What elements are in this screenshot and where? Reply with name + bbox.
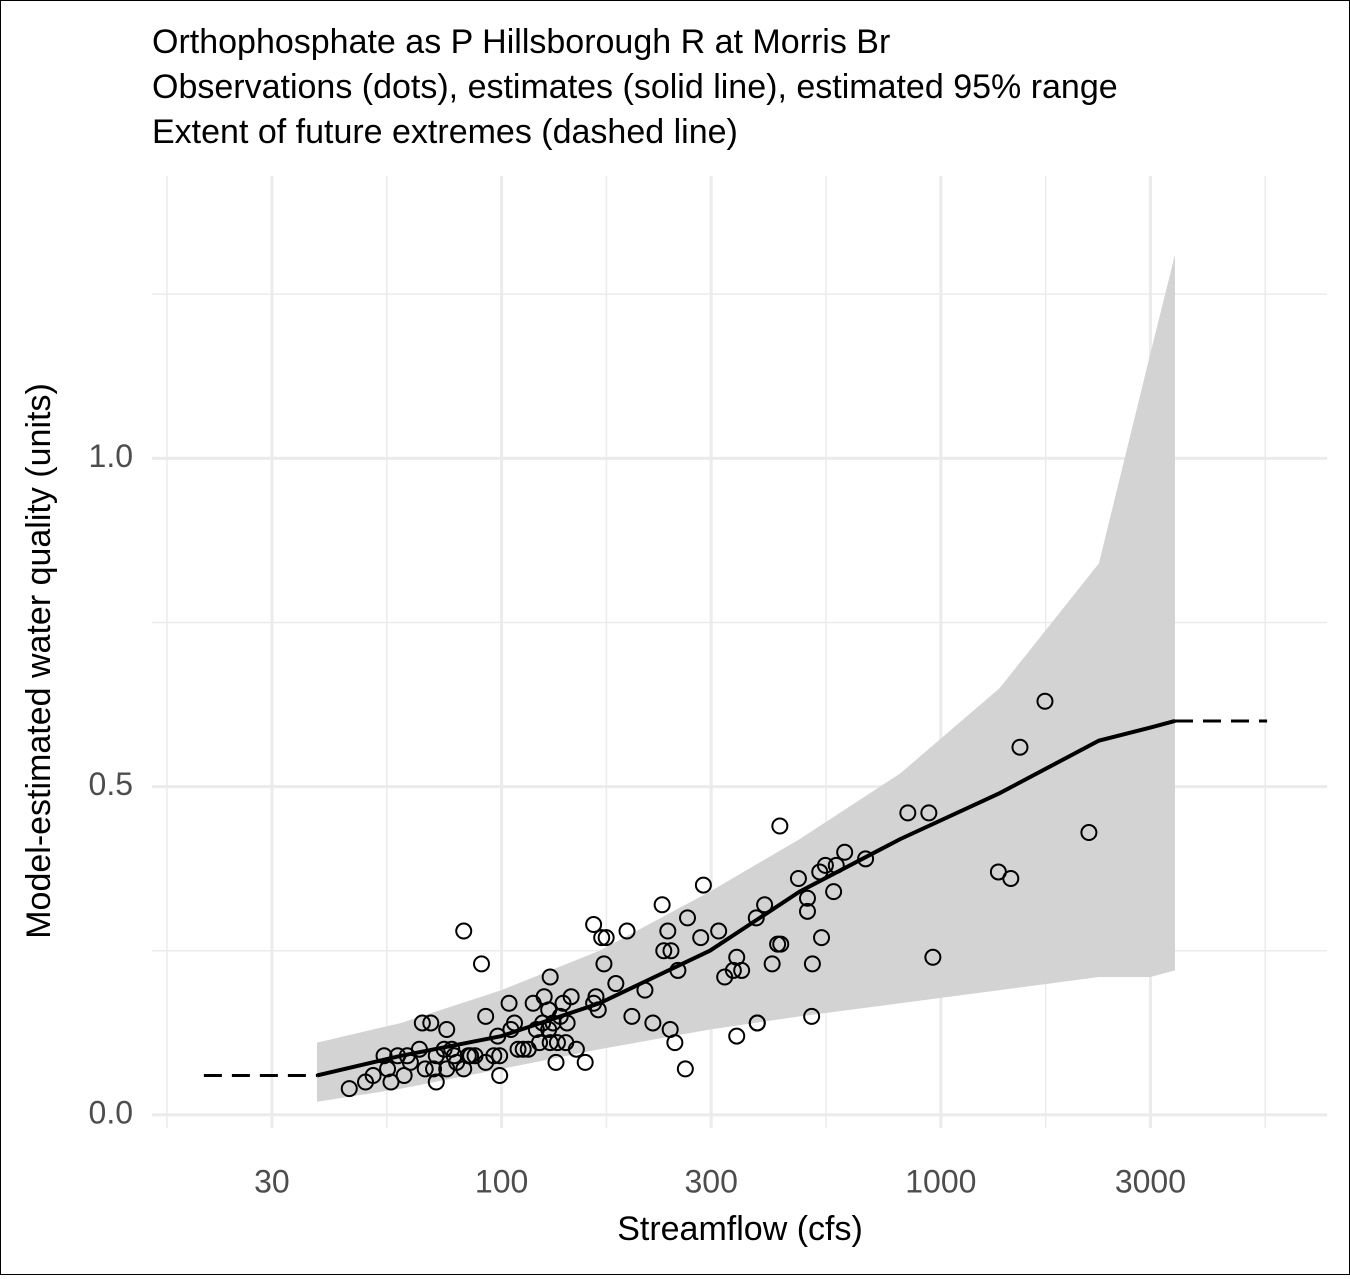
observation — [379, 1060, 397, 1078]
observation — [789, 870, 807, 888]
estimate-line — [316, 719, 1176, 1078]
observation — [401, 1053, 419, 1071]
observation — [747, 909, 765, 927]
title-line: Observations (dots), estimates (solid li… — [152, 68, 1118, 106]
observation — [924, 948, 942, 966]
x-tick-label: 300 — [684, 1163, 737, 1199]
observation — [920, 804, 938, 822]
observation — [597, 929, 615, 947]
observation — [576, 1053, 594, 1071]
observation — [509, 1040, 527, 1058]
observation — [669, 961, 687, 979]
observation — [798, 902, 816, 920]
observation — [422, 1014, 440, 1032]
observation — [514, 1040, 532, 1058]
observation — [655, 942, 673, 960]
observation — [427, 1073, 445, 1091]
y-tick-label: 0.5 — [89, 766, 133, 802]
observation — [558, 1014, 576, 1032]
observation — [825, 883, 843, 901]
observation — [662, 942, 680, 960]
observation — [899, 804, 917, 822]
observation — [827, 856, 845, 874]
observation — [803, 1007, 821, 1025]
title-line: Orthophosphate as P Hillsborough R at Mo… — [152, 23, 890, 61]
observation — [771, 817, 789, 835]
observation — [531, 1034, 549, 1052]
confidence-band — [317, 254, 1175, 1102]
observation — [472, 955, 490, 973]
observation — [462, 1047, 480, 1065]
y-axis-label: Model-estimated water quality (units) — [20, 383, 58, 939]
observation — [798, 889, 816, 907]
observation — [477, 1007, 495, 1025]
observation — [816, 856, 834, 874]
observation — [607, 975, 625, 993]
observation — [364, 1066, 382, 1084]
observation — [567, 1040, 585, 1058]
x-tick-label: 30 — [254, 1163, 290, 1199]
observation — [485, 1047, 503, 1065]
observation — [340, 1080, 358, 1098]
observation — [1036, 692, 1054, 710]
observation — [659, 922, 677, 940]
observation — [455, 922, 473, 940]
observation — [692, 929, 710, 947]
observation — [666, 1034, 684, 1052]
x-tick-label: 1000 — [905, 1163, 976, 1199]
observation — [728, 1027, 746, 1045]
observation — [1011, 738, 1029, 756]
observation — [756, 896, 774, 914]
observation — [676, 1060, 694, 1078]
y-tick-label: 1.0 — [89, 438, 133, 474]
observation — [541, 968, 559, 986]
observation — [587, 988, 605, 1006]
observation — [772, 935, 790, 953]
observation — [438, 1021, 456, 1039]
observation — [836, 843, 854, 861]
observation — [491, 1047, 509, 1065]
observation — [733, 961, 751, 979]
observation — [410, 1040, 428, 1058]
observation — [489, 1027, 507, 1045]
observation — [589, 1001, 607, 1019]
observation — [763, 955, 781, 973]
observation — [491, 1066, 509, 1084]
observation — [1002, 870, 1020, 888]
observation — [679, 909, 697, 927]
observation — [547, 1053, 565, 1071]
observation — [593, 929, 611, 947]
observation — [694, 876, 712, 894]
observation — [653, 896, 671, 914]
observation — [803, 955, 821, 973]
observation — [618, 922, 636, 940]
x-axis-label: Streamflow (cfs) — [617, 1210, 863, 1248]
x-tick-label: 100 — [475, 1163, 528, 1199]
observation — [748, 1014, 766, 1032]
observation — [710, 922, 728, 940]
observation — [636, 981, 654, 999]
observation — [623, 1007, 641, 1025]
observation — [548, 1034, 566, 1052]
x-tick-label: 3000 — [1115, 1163, 1186, 1199]
observation — [506, 1014, 524, 1032]
observation — [857, 850, 875, 868]
observation — [644, 1014, 662, 1032]
observation — [413, 1014, 431, 1032]
observation — [416, 1060, 434, 1078]
observation — [585, 915, 603, 933]
observation — [500, 994, 518, 1012]
observation — [425, 1060, 443, 1078]
observation — [562, 988, 580, 1006]
y-tick-label: 0.0 — [89, 1094, 133, 1130]
observation — [813, 929, 831, 947]
title-line: Extent of future extremes (dashed line) — [152, 113, 738, 151]
observation — [595, 955, 613, 973]
observation — [1080, 824, 1098, 842]
